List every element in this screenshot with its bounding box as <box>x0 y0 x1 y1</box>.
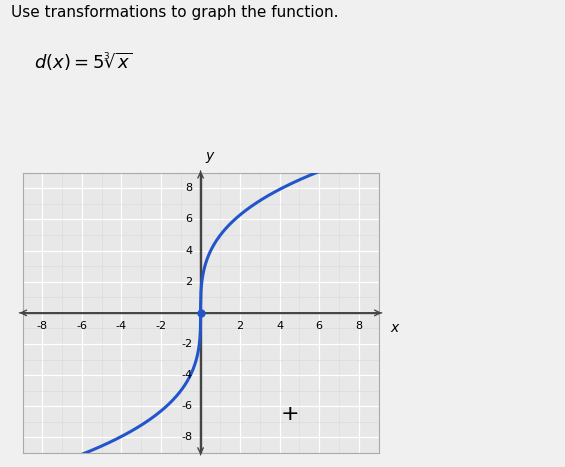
Text: 2: 2 <box>237 321 244 331</box>
Text: -8: -8 <box>37 321 48 331</box>
Text: x: x <box>390 321 399 335</box>
Text: -8: -8 <box>181 432 193 442</box>
Text: -2: -2 <box>181 339 193 349</box>
Text: 6: 6 <box>316 321 323 331</box>
Text: -4: -4 <box>181 370 193 380</box>
Text: 4: 4 <box>276 321 283 331</box>
Text: -6: -6 <box>76 321 88 331</box>
Text: +: + <box>280 404 299 424</box>
Text: $d\left(x\right)=5\sqrt[3]{x}$: $d\left(x\right)=5\sqrt[3]{x}$ <box>34 51 132 73</box>
Text: 6: 6 <box>186 214 193 225</box>
Text: 2: 2 <box>185 277 193 287</box>
Text: 8: 8 <box>185 184 193 193</box>
Text: -2: -2 <box>155 321 167 331</box>
Text: Use transformations to graph the function.: Use transformations to graph the functio… <box>11 5 339 20</box>
Text: 4: 4 <box>185 246 193 255</box>
Text: -6: -6 <box>182 401 193 411</box>
Text: y: y <box>206 149 214 163</box>
Text: 8: 8 <box>355 321 362 331</box>
Text: -4: -4 <box>116 321 127 331</box>
